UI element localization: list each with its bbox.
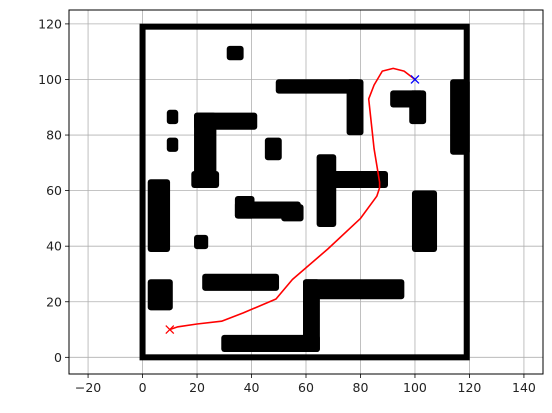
obstacle-block bbox=[411, 190, 438, 252]
x-axis-ticks: −20 0 20 40 60 80 100 120 140 bbox=[75, 374, 536, 395]
obstacle-block bbox=[221, 334, 320, 352]
obstacle-block bbox=[226, 45, 244, 61]
boundary-wall bbox=[139, 23, 470, 361]
obstacle-block bbox=[322, 170, 388, 189]
y-tick-label: 0 bbox=[54, 350, 62, 365]
obstacle-block bbox=[166, 137, 179, 152]
x-tick-label: 140 bbox=[512, 380, 536, 395]
x-tick-label: 120 bbox=[458, 380, 482, 395]
obstacle-block bbox=[275, 79, 361, 94]
obstacle-block bbox=[194, 112, 217, 186]
planned-path-line bbox=[169, 67, 416, 331]
y-axis-ticks: 0 20 40 60 80 100 120 bbox=[38, 16, 69, 365]
y-tick-label: 20 bbox=[46, 294, 62, 309]
y-tick-label: 100 bbox=[38, 72, 62, 87]
endpoint-markers bbox=[165, 75, 420, 335]
x-tick-label: 40 bbox=[244, 380, 260, 395]
obstacle-block bbox=[147, 179, 171, 252]
obstacle-block bbox=[202, 273, 280, 291]
obstacle-block bbox=[281, 204, 304, 222]
obstacle-block bbox=[450, 79, 470, 155]
x-tick-label: −20 bbox=[75, 380, 101, 395]
obstacle-block bbox=[264, 137, 282, 161]
obstacle-map bbox=[139, 23, 470, 361]
y-tick-label: 80 bbox=[46, 128, 62, 143]
obstacle-block bbox=[191, 170, 220, 189]
y-tick-label: 40 bbox=[46, 239, 62, 254]
y-tick-label: 60 bbox=[46, 183, 62, 198]
x-tick-label: 60 bbox=[298, 380, 314, 395]
obstacle-block bbox=[234, 195, 255, 219]
obstacle-block bbox=[316, 154, 337, 227]
x-tick-label: 0 bbox=[139, 380, 147, 395]
path-series bbox=[169, 67, 416, 331]
start-marker bbox=[165, 325, 175, 335]
obstacle-block bbox=[346, 79, 364, 136]
obstacle-block bbox=[303, 279, 320, 352]
x-tick-label: 20 bbox=[189, 380, 205, 395]
goal-marker bbox=[410, 75, 420, 84]
obstacle-block bbox=[194, 234, 209, 250]
obstacle-block bbox=[166, 109, 179, 125]
obstacle-block bbox=[147, 279, 173, 311]
x-tick-label: 80 bbox=[353, 380, 369, 395]
y-tick-label: 120 bbox=[38, 16, 62, 31]
obstacle-block bbox=[409, 90, 427, 125]
obstacle-block bbox=[303, 279, 405, 300]
x-tick-label: 100 bbox=[403, 380, 427, 395]
